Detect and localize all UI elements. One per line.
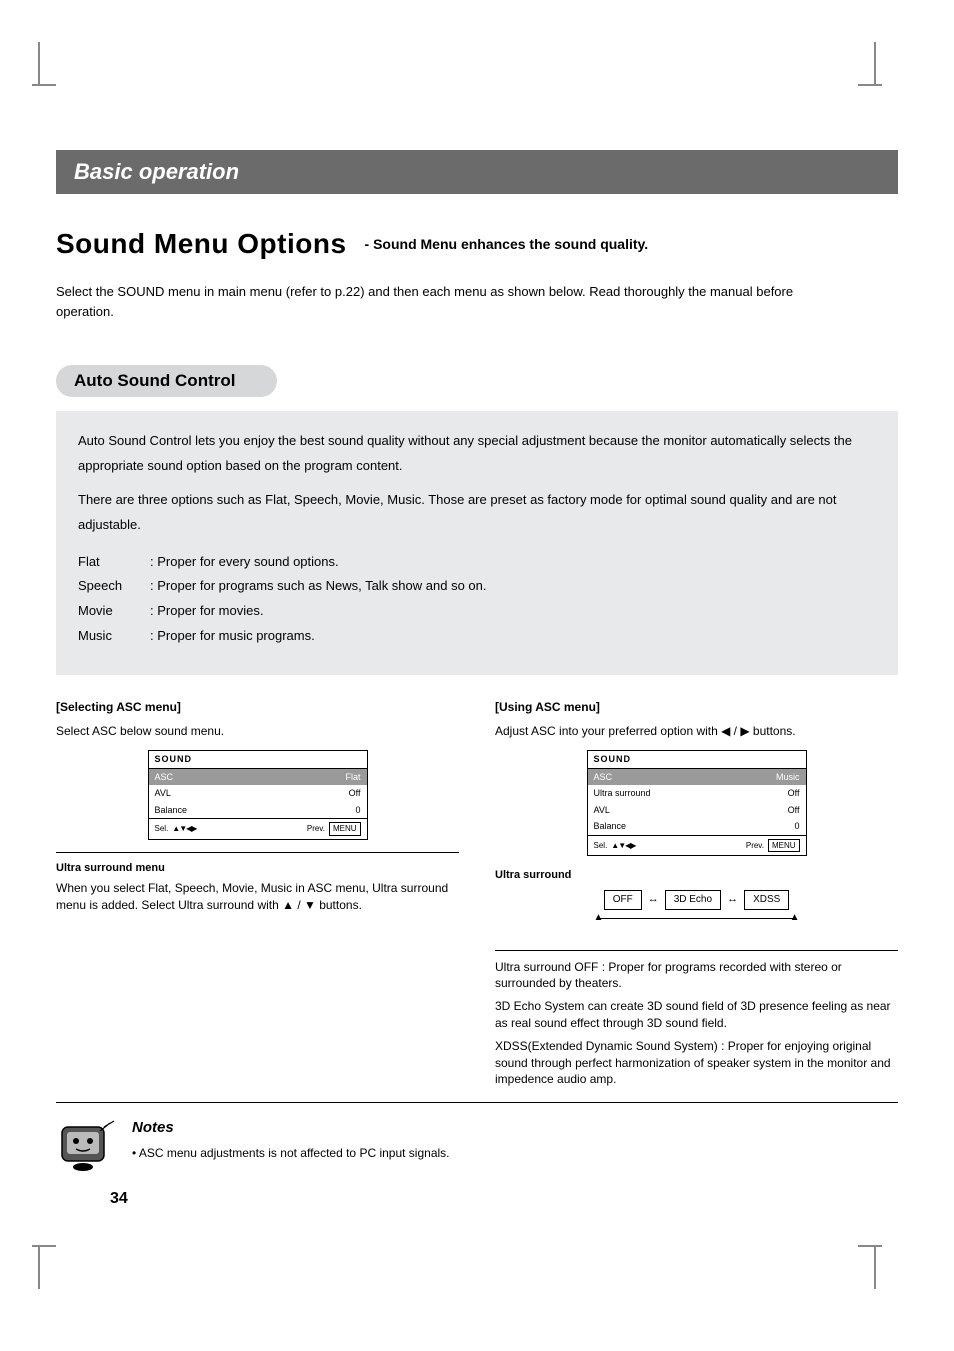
notes-body: Notes • ASC menu adjustments is not affe… bbox=[132, 1117, 450, 1162]
osd-row: Balance 0 bbox=[149, 802, 367, 819]
crop-mark-bottom-left bbox=[38, 1247, 56, 1289]
osd-row-name: ASC bbox=[594, 771, 613, 784]
nav-arrows-icon: ▲▼◀▶ bbox=[172, 823, 196, 834]
ultra-surround-note: Ultra surround menu When you select Flat… bbox=[56, 861, 459, 914]
asc-intro-1: Auto Sound Control lets you enjoy the be… bbox=[78, 429, 876, 478]
header-bar: Basic operation bbox=[56, 150, 898, 194]
asc-option-row: Flat: Proper for every sound options. bbox=[78, 550, 876, 575]
notes-text: ASC menu adjustments is not affected to … bbox=[139, 1146, 450, 1160]
asc-option-label: Movie bbox=[78, 599, 150, 624]
us-off-desc: Ultra surround OFF : Proper for programs… bbox=[495, 959, 898, 993]
asc-option-desc: Proper for programs such as News, Talk s… bbox=[157, 578, 486, 593]
divider bbox=[56, 852, 459, 853]
section-subtitle: - Sound Menu enhances the sound quality. bbox=[365, 236, 649, 252]
osd-row-val: Off bbox=[788, 804, 800, 817]
asc-description-box: Auto Sound Control lets you enjoy the be… bbox=[56, 411, 898, 675]
osd-row-val: 0 bbox=[355, 804, 360, 817]
us-box: XDSS bbox=[744, 890, 789, 910]
us-sequence: OFF ↔ 3D Echo ↔ XDSS bbox=[495, 890, 898, 910]
osd-title: SOUND bbox=[588, 751, 806, 769]
asc-option-label: Speech bbox=[78, 574, 150, 599]
osd-row-val: Off bbox=[788, 787, 800, 800]
section-title: Sound Menu Options bbox=[56, 228, 347, 260]
osd-foot-prev: Prev. bbox=[746, 840, 764, 851]
osd-menu-right: SOUND ASCMusic Ultra surroundOff AVLOff … bbox=[587, 750, 807, 856]
us-3d-desc: 3D Echo System can create 3D sound field… bbox=[495, 998, 898, 1032]
divider bbox=[495, 950, 898, 951]
double-arrow-icon: ↔ bbox=[648, 892, 659, 907]
osd-row: AVL Off bbox=[149, 785, 367, 802]
pill-heading-wrap: Auto Sound Control bbox=[56, 365, 898, 397]
osd-foot-sel: Sel. bbox=[155, 823, 169, 834]
osd-row-name: ASC bbox=[155, 771, 174, 784]
asc-option-row: Movie: Proper for movies. bbox=[78, 599, 876, 624]
asc-option-row: Music: Proper for music programs. bbox=[78, 624, 876, 649]
osd-row: Ultra surround Off bbox=[588, 785, 806, 802]
notes-block: Notes • ASC menu adjustments is not affe… bbox=[56, 1102, 898, 1173]
asc-option-desc: Proper for every sound options. bbox=[157, 554, 338, 569]
us-box: 3D Echo bbox=[665, 890, 721, 910]
section-heading: Sound Menu Options - Sound Menu enhances… bbox=[56, 228, 898, 260]
column-right: [Using ASC menu] Adjust ASC into your pr… bbox=[495, 699, 898, 1089]
us-title: Ultra surround bbox=[495, 868, 898, 883]
osd-row-val: Flat bbox=[345, 771, 360, 784]
crop-mark-top-left bbox=[38, 42, 56, 84]
header-bar-text: Basic operation bbox=[74, 159, 239, 185]
arrow-up-icon: ▲ bbox=[790, 911, 800, 925]
crop-mark-top-right bbox=[858, 42, 876, 84]
osd-row: AVL Off bbox=[588, 802, 806, 819]
osd-row-val: 0 bbox=[794, 820, 799, 833]
menu-button-icon: MENU bbox=[329, 822, 361, 835]
asc-intro-2: There are three options such as Flat, Sp… bbox=[78, 488, 876, 537]
osd-row: ASC Music bbox=[588, 769, 806, 786]
nav-arrows-icon: ▲▼◀▶ bbox=[611, 840, 635, 851]
osd-row-name: AVL bbox=[155, 787, 171, 800]
loop-line-segment bbox=[598, 918, 796, 919]
osd-row-name: Balance bbox=[155, 804, 188, 817]
col1-heading: [Selecting ASC menu] bbox=[56, 699, 459, 716]
osd-row-val: Off bbox=[349, 787, 361, 800]
osd-foot-prev: Prev. bbox=[307, 823, 325, 834]
us-xdss-desc: XDSS(Extended Dynamic Sound System) : Pr… bbox=[495, 1038, 898, 1088]
pill-heading: Auto Sound Control bbox=[56, 365, 277, 397]
asc-option-desc: Proper for movies. bbox=[157, 603, 263, 618]
osd-foot-sel: Sel. bbox=[594, 840, 608, 851]
col1-instruction: Select ASC below sound menu. bbox=[56, 723, 459, 740]
us-note-title: Ultra surround menu bbox=[56, 861, 459, 876]
page-number: 34 bbox=[110, 1190, 128, 1208]
ultra-surround-block: Ultra surround OFF ↔ 3D Echo ↔ XDSS ▲ ▲ … bbox=[495, 868, 898, 1088]
asc-option-row: Speech: Proper for programs such as News… bbox=[78, 574, 876, 599]
osd-footer: Sel. ▲▼◀▶ Prev. MENU bbox=[149, 818, 367, 838]
page-content: Basic operation Sound Menu Options - Sou… bbox=[56, 90, 898, 1173]
menu-button-icon: MENU bbox=[768, 839, 800, 852]
us-note-text: When you select Flat, Speech, Movie, Mus… bbox=[56, 880, 459, 914]
osd-row: Balance 0 bbox=[588, 818, 806, 835]
asc-option-label: Flat bbox=[78, 550, 150, 575]
crop-mark-bottom-right bbox=[858, 1247, 876, 1289]
notes-heading: Notes bbox=[132, 1117, 450, 1140]
osd-menu-left: SOUND ASC Flat AVL Off Balance 0 Sel. ▲▼◀▶ … bbox=[148, 750, 368, 840]
osd-row-name: Ultra surround bbox=[594, 787, 651, 800]
tv-character-icon bbox=[56, 1117, 118, 1173]
col2-instruction: Adjust ASC into your preferred option wi… bbox=[495, 723, 898, 740]
intro-text: Select the SOUND menu in main menu (refe… bbox=[56, 282, 796, 321]
double-arrow-icon: ↔ bbox=[727, 892, 738, 907]
osd-footer: Sel. ▲▼◀▶ Prev. MENU bbox=[588, 835, 806, 855]
col2-heading: [Using ASC menu] bbox=[495, 699, 898, 716]
osd-row-val: Music bbox=[776, 771, 800, 784]
column-left: [Selecting ASC menu] Select ASC below so… bbox=[56, 699, 459, 1089]
loop-line: ▲ ▲ bbox=[582, 918, 812, 938]
us-box: OFF bbox=[604, 890, 642, 910]
osd-title: SOUND bbox=[149, 751, 367, 769]
asc-option-desc: Proper for music programs. bbox=[157, 628, 315, 643]
osd-row-name: AVL bbox=[594, 804, 610, 817]
asc-option-label: Music bbox=[78, 624, 150, 649]
osd-row-name: Balance bbox=[594, 820, 627, 833]
two-column-block: [Selecting ASC menu] Select ASC below so… bbox=[56, 699, 898, 1089]
osd-row: ASC Flat bbox=[149, 769, 367, 786]
